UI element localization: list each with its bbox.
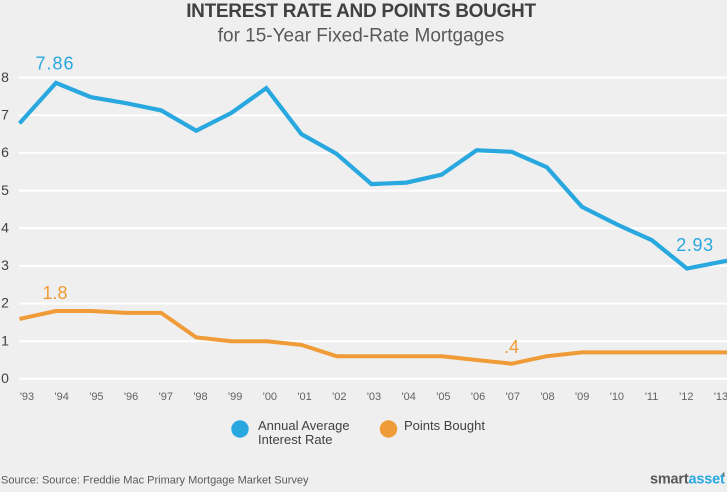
- svg-text:'10: '10: [610, 391, 624, 403]
- svg-text:'96: '96: [124, 391, 138, 403]
- svg-text:'11: '11: [645, 391, 659, 403]
- svg-text:'97: '97: [159, 391, 173, 403]
- svg-text:'13: '13: [714, 391, 727, 403]
- svg-text:'03: '03: [367, 391, 381, 403]
- svg-text:for 15-Year Fixed-Rate Mortgag: for 15-Year Fixed-Rate Mortgages: [218, 26, 505, 47]
- svg-text:0: 0: [1, 370, 9, 386]
- svg-text:'04: '04: [402, 391, 416, 403]
- svg-text:Interest Rate: Interest Rate: [258, 432, 332, 447]
- svg-text:'94: '94: [55, 391, 69, 403]
- svg-text:.4: .4: [504, 337, 519, 357]
- svg-text:3: 3: [1, 257, 9, 273]
- svg-text:8: 8: [1, 69, 9, 85]
- svg-text:7.86: 7.86: [35, 54, 74, 74]
- svg-text:2.93: 2.93: [676, 235, 713, 255]
- svg-text:'08: '08: [540, 391, 554, 403]
- svg-text:'12: '12: [679, 391, 693, 403]
- svg-text:6: 6: [1, 144, 9, 160]
- svg-text:1: 1: [1, 332, 9, 348]
- svg-text:Source: Source: Freddie Mac Pr: Source: Source: Freddie Mac Primary Mort…: [1, 475, 309, 487]
- svg-text:'98: '98: [193, 391, 207, 403]
- svg-text:'09: '09: [575, 391, 589, 403]
- svg-text:'06: '06: [471, 391, 485, 403]
- svg-text:4: 4: [1, 219, 9, 235]
- svg-text:smartasset: smartasset: [650, 472, 725, 488]
- svg-text:INTEREST RATE AND POINTS BOUGH: INTEREST RATE AND POINTS BOUGHT: [186, 1, 536, 22]
- svg-text:'95: '95: [89, 391, 103, 403]
- svg-text:2: 2: [1, 295, 9, 311]
- svg-text:'99: '99: [228, 391, 242, 403]
- svg-text:'00: '00: [263, 391, 277, 403]
- svg-text:1.8: 1.8: [42, 283, 67, 303]
- svg-text:'01: '01: [297, 391, 311, 403]
- svg-text:Annual Average: Annual Average: [258, 418, 350, 433]
- svg-text:'05: '05: [436, 391, 450, 403]
- svg-text:'02: '02: [332, 391, 346, 403]
- svg-text:'07: '07: [506, 391, 520, 403]
- svg-text:Points Bought: Points Bought: [404, 418, 485, 433]
- svg-text:5: 5: [1, 182, 9, 198]
- svg-text:7: 7: [1, 106, 9, 122]
- svg-text:'93: '93: [20, 391, 34, 403]
